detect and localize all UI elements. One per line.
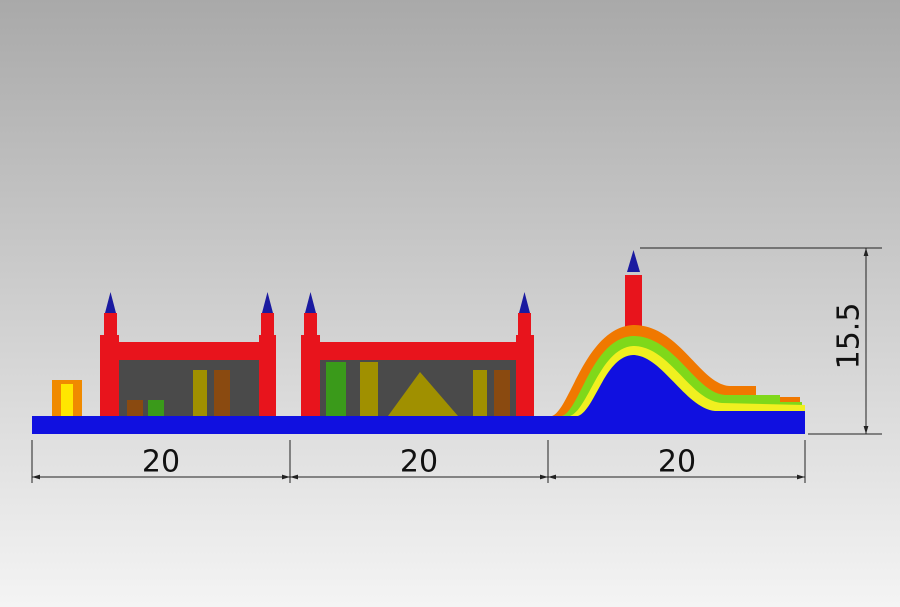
slide bbox=[552, 250, 805, 416]
width-dimensions: 20 20 20 bbox=[31, 440, 806, 483]
width-label: 20 bbox=[400, 445, 438, 480]
width-label: 20 bbox=[658, 445, 696, 480]
height-dimension: 15.5 bbox=[640, 247, 882, 435]
width-label: 20 bbox=[142, 445, 180, 480]
base bbox=[32, 416, 805, 434]
castle-module bbox=[301, 292, 534, 416]
height-label: 15.5 bbox=[832, 303, 867, 370]
castle-module bbox=[100, 292, 276, 416]
entrance bbox=[52, 380, 82, 416]
